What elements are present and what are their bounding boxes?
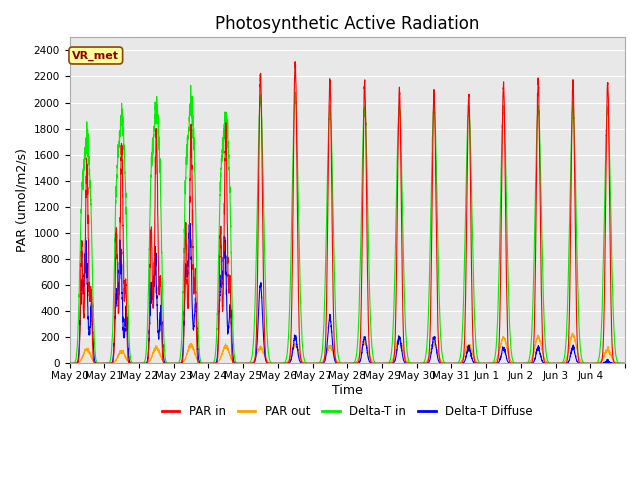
X-axis label: Time: Time bbox=[332, 384, 363, 397]
Text: VR_met: VR_met bbox=[72, 50, 119, 60]
Y-axis label: PAR (umol/m2/s): PAR (umol/m2/s) bbox=[15, 148, 28, 252]
Legend: PAR in, PAR out, Delta-T in, Delta-T Diffuse: PAR in, PAR out, Delta-T in, Delta-T Dif… bbox=[157, 400, 538, 423]
Title: Photosynthetic Active Radiation: Photosynthetic Active Radiation bbox=[215, 15, 479, 33]
